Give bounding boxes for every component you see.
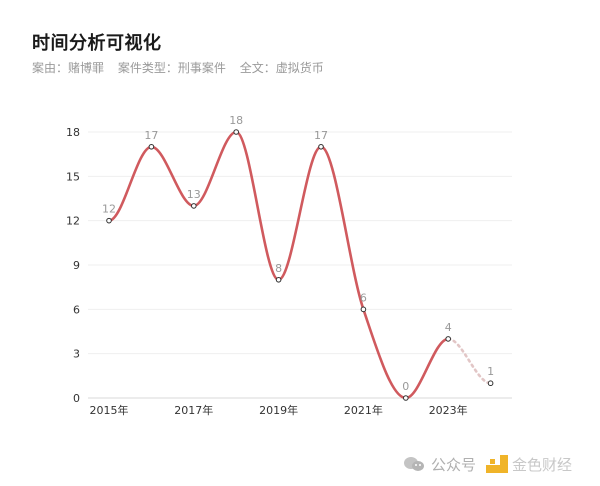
grid-lines: [88, 131, 512, 399]
data-point[interactable]: [233, 129, 239, 135]
data-point[interactable]: [318, 143, 324, 150]
data-label: 18: [229, 114, 243, 127]
x-tick-label: 2021年: [344, 403, 383, 417]
x-tick-label: 2019年: [259, 403, 298, 417]
watermark-text: 公众号: [431, 455, 477, 474]
data-label: 6: [360, 291, 367, 304]
watermark: 公众号 金色财经: [403, 452, 572, 476]
y-tick-label: 9: [73, 259, 80, 272]
data-point[interactable]: [445, 336, 452, 342]
data-points[interactable]: [106, 129, 494, 401]
data-point[interactable]: [360, 306, 367, 313]
filter-cause: 案由：赌博罪: [32, 61, 105, 75]
y-axis: 0 3 6 9 12 15 18: [66, 126, 80, 405]
page-title: 时间分析可视化: [32, 33, 162, 54]
data-point[interactable]: [403, 395, 409, 401]
data-label: 17: [144, 129, 158, 142]
x-tick-label: 2023年: [429, 403, 468, 417]
data-label: 8: [275, 262, 282, 275]
filter-summary: 案由：赌博罪 案件类型：刑事案件 全文：虚拟货币: [32, 59, 334, 76]
data-label: 1: [487, 365, 494, 378]
x-tick-label: 2015年: [90, 403, 129, 417]
data-label: 4: [445, 321, 452, 334]
wechat-icon: [403, 456, 425, 472]
data-label: 13: [187, 188, 201, 201]
data-point[interactable]: [487, 380, 494, 387]
brand-logo-icon: [486, 455, 509, 473]
x-tick-label: 2017年: [174, 403, 213, 417]
watermark-brand: 金色财经: [512, 455, 573, 474]
x-axis: 2015年 2017年 2019年 2021年 2023年: [90, 403, 468, 417]
filter-case-type: 案件类型：刑事案件: [117, 61, 226, 75]
y-tick-label: 3: [73, 348, 80, 361]
filter-fulltext: 全文：虚拟货币: [239, 61, 324, 75]
y-tick-label: 15: [66, 170, 80, 183]
y-tick-label: 6: [73, 303, 80, 316]
data-point[interactable]: [275, 276, 282, 283]
y-tick-label: 0: [73, 392, 80, 405]
data-label: 12: [102, 203, 116, 216]
data-labels: 12 17 13 18 8 17 6 0 4 1: [102, 114, 494, 393]
line-projected: [446, 337, 492, 385]
data-label: 0: [402, 380, 409, 393]
data-point[interactable]: [148, 143, 155, 150]
y-tick-label: 18: [66, 126, 80, 139]
y-tick-label: 12: [66, 215, 80, 228]
data-label: 17: [314, 129, 328, 142]
data-point[interactable]: [191, 203, 197, 209]
data-point[interactable]: [106, 217, 112, 224]
